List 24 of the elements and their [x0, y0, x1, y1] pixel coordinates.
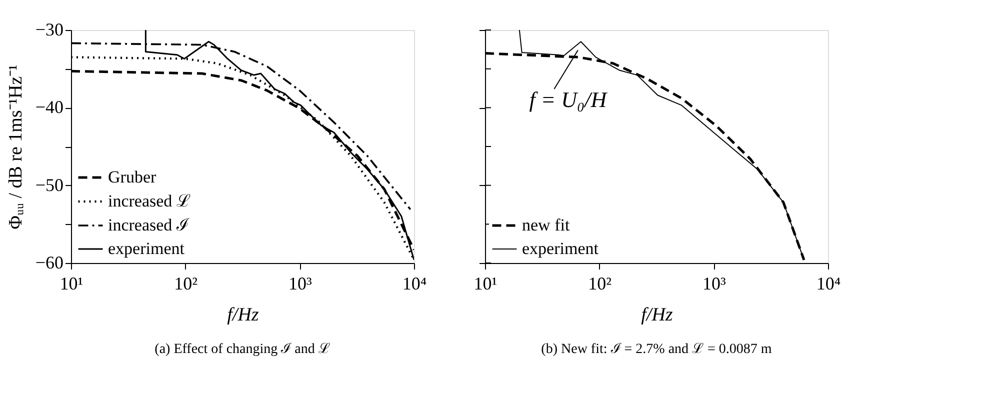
- x-axis-title: f/Hz: [641, 304, 674, 326]
- annotation: f = U₀/H: [529, 87, 608, 112]
- x-tick-label: 10²: [588, 274, 612, 294]
- y-tick-label: −60: [35, 252, 64, 272]
- x-axis-title: f/Hz: [227, 304, 260, 326]
- x-tick-label: 10¹: [60, 274, 84, 294]
- y-tick-label: −40: [35, 97, 64, 118]
- x-tick-label: 10⁴: [402, 274, 427, 294]
- legend-label: experiment: [108, 239, 185, 258]
- y-axis-title: Φᵤᵤ / dB re 1ms⁻¹Hz⁻¹: [5, 64, 26, 230]
- legend-label: new fit: [522, 216, 570, 234]
- y-tick-label: −30: [35, 20, 64, 40]
- x-tick-label: 10³: [288, 274, 312, 294]
- legend-label: increased ℒ: [108, 192, 190, 210]
- x-tick-label: 10²: [174, 274, 198, 294]
- text: (a) Effect of changing ℐ and ℒ: [154, 342, 330, 357]
- x-tick-label: 10³: [702, 274, 726, 294]
- legend-label: experiment: [522, 239, 599, 258]
- text: (b) New fit: ℐ = 2.7% and ℒ = 0.0087 m: [541, 342, 772, 357]
- x-tick-label: 10¹: [474, 274, 498, 294]
- legend-label: Gruber: [108, 168, 156, 186]
- x-tick-label: 10⁴: [816, 274, 841, 294]
- y-tick-label: −50: [35, 174, 64, 195]
- legend-label: increased ℐ: [108, 216, 190, 234]
